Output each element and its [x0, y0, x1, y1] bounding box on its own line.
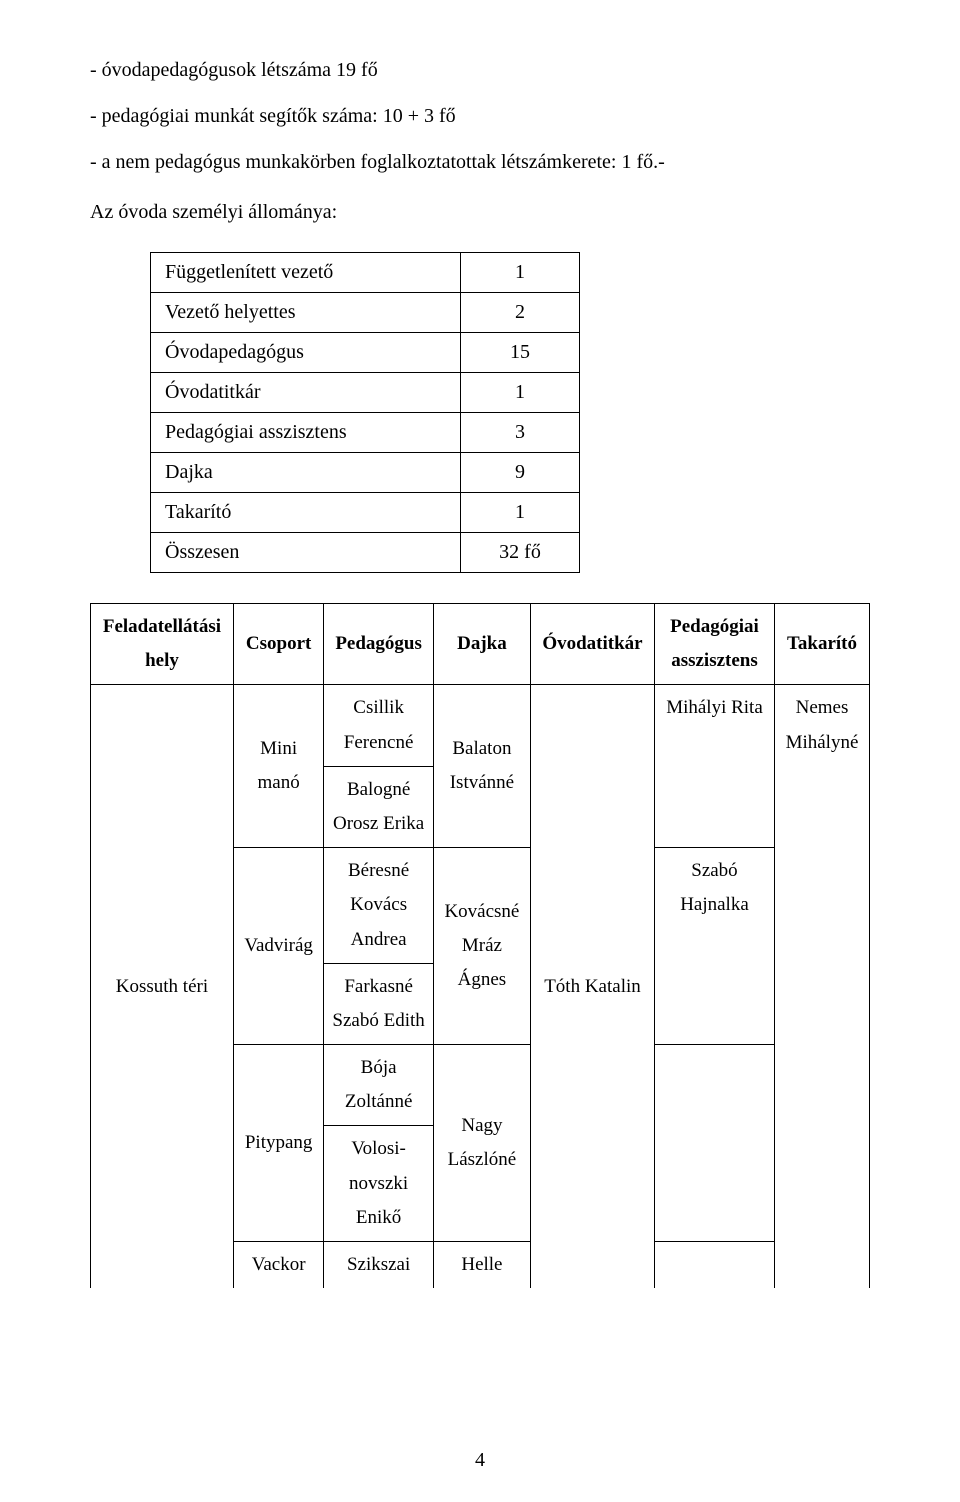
staff-value: 9 [461, 453, 580, 493]
table-row: Dajka 9 [151, 453, 580, 493]
staff-label: Összesen [151, 533, 461, 573]
table-row: Függetlenített vezető 1 [151, 253, 580, 293]
staff-value: 1 [461, 493, 580, 533]
cell-csoport: Mini manó [233, 685, 323, 848]
col-takarito: Takarító [775, 604, 870, 685]
cell-asszisztens: Mihályi Rita [654, 685, 774, 848]
staff-value: 15 [461, 333, 580, 373]
bullet-2: - pedagógiai munkát segítők száma: 10 + … [90, 96, 870, 136]
ped-name: Csillik Ferencné [324, 685, 432, 766]
table-row: Óvodapedagógus 15 [151, 333, 580, 373]
col-asszisztens: Pedagógiai asszisztens [654, 604, 774, 685]
cell-pedagogus: Csillik Ferencné Balogné Orosz Erika [324, 685, 433, 848]
col-pedagogus: Pedagógus [324, 604, 433, 685]
cell-dajka: Nagy Lászlóné [433, 1045, 530, 1242]
table-row: Takarító 1 [151, 493, 580, 533]
cell-hely: Kossuth téri [91, 685, 234, 1288]
cell-asszisztens [654, 1242, 774, 1289]
staff-value: 2 [461, 293, 580, 333]
table-row: Összesen 32 fő [151, 533, 580, 573]
staff-value: 3 [461, 413, 580, 453]
page: - óvodapedagógusok létszáma 19 fő - peda… [0, 0, 960, 1502]
table-row: Pedagógiai asszisztens 3 [151, 413, 580, 453]
cell-ovodatitkar: Tóth Katalin [531, 685, 655, 1288]
cell-csoport: Vadvirág [233, 848, 323, 1045]
staff-label: Függetlenített vezető [151, 253, 461, 293]
cell-asszisztens [654, 1045, 774, 1242]
staff-label: Vezető helyettes [151, 293, 461, 333]
ped-name: Volosi- novszki Enikő [324, 1126, 432, 1241]
bullet-3: - a nem pedagógus munkakörben foglalkozt… [90, 142, 870, 182]
staff-table: Függetlenített vezető 1 Vezető helyettes… [150, 252, 580, 573]
table-row: Kossuth téri Mini manó Csillik Ferencné … [91, 685, 870, 848]
ped-name: Farkasné Szabó Edith [324, 963, 432, 1044]
ped-name: Bója Zoltánné [324, 1045, 432, 1126]
staff-value: 32 fő [461, 533, 580, 573]
staff-label: Dajka [151, 453, 461, 493]
cell-pedagogus: Béresné Kovács Andrea Farkasné Szabó Edi… [324, 848, 433, 1045]
cell-pedagogus: Szikszai [324, 1242, 433, 1289]
staff-value: 1 [461, 373, 580, 413]
ped-name: Balogné Orosz Erika [324, 766, 432, 847]
col-hely: Feladatellátási hely [91, 604, 234, 685]
table-header-row: Feladatellátási hely Csoport Pedagógus D… [91, 604, 870, 685]
table-row: Óvodatitkár 1 [151, 373, 580, 413]
staff-label: Pedagógiai asszisztens [151, 413, 461, 453]
ped-name: Béresné Kovács Andrea [324, 848, 432, 963]
staff-value: 1 [461, 253, 580, 293]
bullet-1: - óvodapedagógusok létszáma 19 fő [90, 50, 870, 90]
cell-takarito: Nemes Mihályné [775, 685, 870, 1288]
staff-label: Óvodapedagógus [151, 333, 461, 373]
page-number: 4 [0, 1449, 960, 1472]
cell-dajka: Helle [433, 1242, 530, 1289]
cell-csoport: Pitypang [233, 1045, 323, 1242]
col-dajka: Dajka [433, 604, 530, 685]
table-row: Vezető helyettes 2 [151, 293, 580, 333]
cell-dajka: Balaton Istvánné [433, 685, 530, 848]
staff-label: Takarító [151, 493, 461, 533]
cell-pedagogus: Bója Zoltánné Volosi- novszki Enikő [324, 1045, 433, 1242]
assignment-table: Feladatellátási hely Csoport Pedagógus D… [90, 603, 870, 1288]
col-csoport: Csoport [233, 604, 323, 685]
staff-label: Óvodatitkár [151, 373, 461, 413]
cell-asszisztens: Szabó Hajnalka [654, 848, 774, 1045]
cell-dajka: Kovácsné Mráz Ágnes [433, 848, 530, 1045]
cell-csoport: Vackor [233, 1242, 323, 1289]
col-ovodatitkar: Óvodatitkár [531, 604, 655, 685]
staff-heading: Az óvoda személyi állománya: [90, 192, 870, 232]
